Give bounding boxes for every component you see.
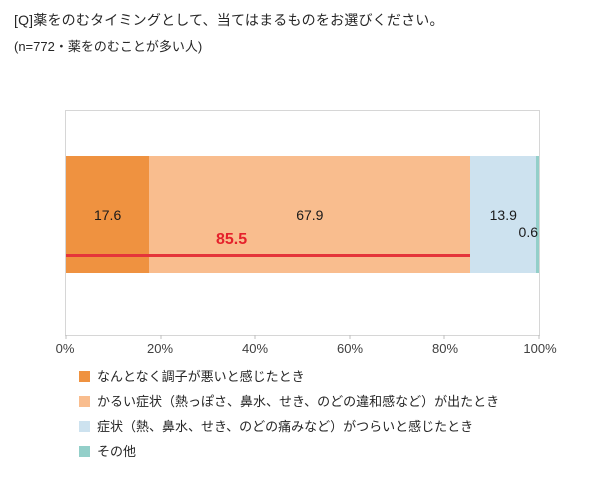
bar-segment-2: 67.9 [149,156,471,273]
x-axis: 0% 20% 40% 60% 80% 100% [56,341,557,357]
x-tick-mark [254,335,256,339]
segment-value-other: 0.6 [518,224,538,240]
legend-swatch [79,371,90,382]
bar-segment-4 [536,156,539,273]
x-tick-label: 0% [55,341,75,356]
bar-segment-3: 13.9 [470,156,537,273]
legend-item-1: なんとなく調子が悪いと感じたとき [79,369,499,385]
legend-item-3: 症状（熱、鼻水、せき、のどの痛みなど）がつらいと感じたとき [79,419,499,435]
x-tick-mark [538,335,540,339]
stacked-bar: 17.6 67.9 13.9 [66,156,539,273]
x-tick-mark [443,335,445,339]
legend: なんとなく調子が悪いと感じたときかるい症状（熱っぽさ、鼻水、せき、のどの違和感な… [79,369,499,469]
legend-label: かるい症状（熱っぽさ、鼻水、せき、のどの違和感など）が出たとき [97,394,500,409]
segment-value: 17.6 [93,206,122,223]
legend-swatch [79,421,90,432]
total-annotation-value: 85.5 [215,231,248,248]
legend-label: 症状（熱、鼻水、せき、のどの痛みなど）がつらいと感じたとき [97,419,474,434]
x-tick-mark [160,335,162,339]
segment-value: 13.9 [489,206,517,223]
legend-swatch [79,396,90,407]
legend-item-2: かるい症状（熱っぽさ、鼻水、せき、のどの違和感など）が出たとき [79,394,499,410]
legend-label: なんとなく調子が悪いと感じたとき [97,369,305,384]
x-tick-mark [65,335,67,339]
x-tick-label: 40% [241,341,269,356]
segment-value: 67.9 [296,206,324,223]
legend-item-4: その他 [79,444,499,460]
question-title: [Q]薬をのむタイミングとして、当てはまるものをお選びください。 [14,12,444,28]
x-tick-label: 80% [431,341,459,356]
x-tick-label: 100% [523,341,557,356]
total-annotation-line [66,254,471,257]
sample-note: (n=772・薬をのむことが多い人) [14,39,203,54]
legend-swatch [79,446,90,457]
x-tick-mark [349,335,351,339]
bar-segment-1: 17.6 [66,156,150,273]
x-tick-label: 20% [146,341,174,356]
plot-area: 17.6 67.9 13.9 85.5 0.6 [65,110,540,339]
legend-label: その他 [97,444,137,459]
x-tick-label: 60% [336,341,364,356]
